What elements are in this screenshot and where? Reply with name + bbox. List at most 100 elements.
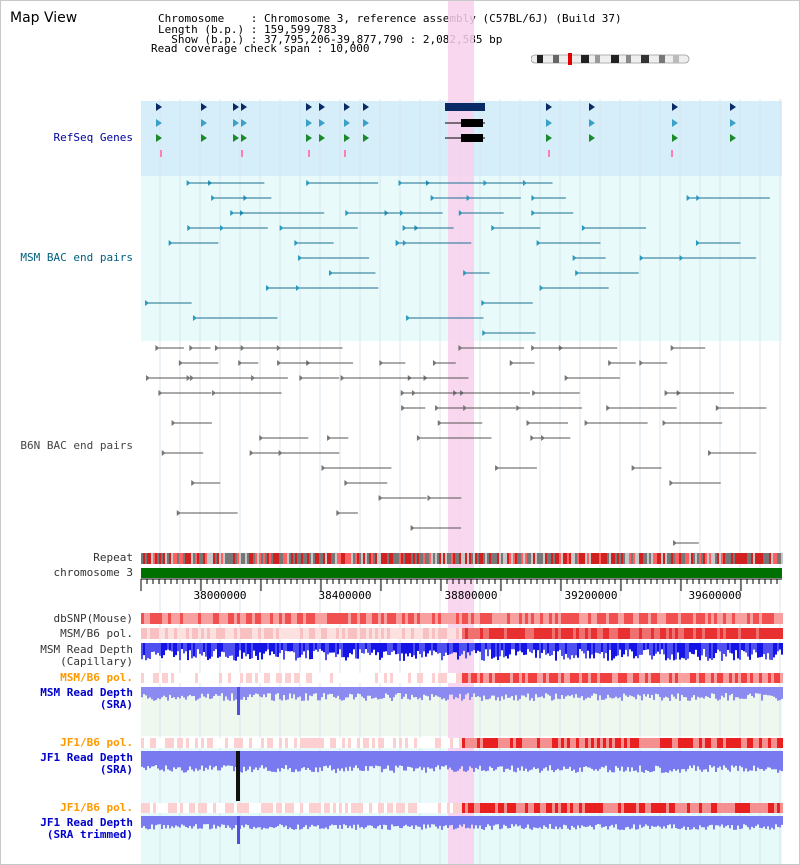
- depth-bar: [277, 816, 279, 826]
- repeat-element: [623, 553, 625, 564]
- depth-bar: [457, 643, 459, 660]
- pol-bin: [381, 803, 384, 813]
- pol-bin: [498, 803, 501, 813]
- depth-bar: [241, 816, 243, 826]
- dbsnp-bin: [651, 613, 654, 624]
- repeat-element: [605, 553, 607, 564]
- depth-bar: [405, 816, 407, 825]
- pol-bin: [351, 803, 354, 813]
- dbsnp-bin: [708, 613, 711, 624]
- depth-bar: [401, 643, 403, 654]
- depth-bar: [563, 816, 565, 825]
- depth-bar: [271, 751, 273, 772]
- track-label-refseq-genes[interactable]: RefSeq Genes: [53, 131, 133, 144]
- track-label-repeat: Repeat: [93, 551, 133, 564]
- depth-bar: [431, 687, 433, 695]
- gene-arrow: [319, 103, 325, 111]
- dbsnp-bin: [366, 613, 369, 624]
- depth-bar: [293, 643, 295, 653]
- depth-bar: [317, 643, 319, 652]
- pol-bin: [729, 738, 732, 748]
- pol-bin: [525, 628, 528, 639]
- pol-bin: [675, 803, 678, 813]
- pol-bin: [147, 803, 150, 813]
- depth-bar: [741, 687, 743, 699]
- pol-bin: [414, 673, 417, 683]
- pol-bin: [615, 673, 618, 683]
- repeat-element: [555, 553, 557, 564]
- pol-bin: [681, 738, 684, 748]
- pol-bin: [597, 673, 600, 683]
- depth-bar: [551, 643, 553, 656]
- depth-bar: [407, 751, 409, 767]
- track-label-msm-bac-end-pairs[interactable]: MSM BAC end pairs: [20, 251, 133, 264]
- depth-bar: [151, 687, 153, 700]
- repeat-element: [571, 553, 573, 564]
- depth-bar: [383, 687, 385, 698]
- repeat-element: [399, 553, 401, 564]
- depth-bar: [201, 816, 203, 829]
- repeat-element: [495, 553, 497, 564]
- pol-bin: [708, 803, 711, 813]
- track-label-b6n-bac-end-pairs[interactable]: B6N BAC end pairs: [20, 439, 133, 452]
- pol-bin: [780, 628, 783, 639]
- depth-bar: [515, 643, 517, 656]
- pol-bin: [699, 628, 702, 639]
- depth-bar: [473, 751, 475, 772]
- pol-bin: [267, 803, 270, 813]
- depth-bar: [481, 643, 483, 661]
- depth-bar: [191, 751, 193, 770]
- dbsnp-bin: [762, 613, 765, 624]
- pol-bin: [654, 803, 657, 813]
- pol-bin: [642, 738, 645, 748]
- pol-bin: [240, 738, 243, 748]
- pol-bin: [735, 803, 738, 813]
- dbsnp-bin: [537, 613, 540, 624]
- chromosome-ideogram[interactable]: [531, 53, 691, 65]
- pol-bin: [381, 738, 384, 748]
- depth-bar: [653, 816, 655, 827]
- depth-bar: [617, 751, 619, 768]
- depth-bar: [755, 643, 757, 653]
- repeat-element: [447, 553, 449, 564]
- repeat-element: [723, 553, 725, 564]
- pol-bin: [591, 738, 594, 748]
- depth-bar: [585, 643, 587, 659]
- pol-bin: [759, 628, 762, 639]
- depth-bar: [381, 816, 383, 830]
- bac-end: [639, 255, 644, 261]
- depth-bar: [721, 687, 723, 696]
- pol-bin: [171, 803, 174, 813]
- depth-bar: [633, 643, 635, 659]
- pol-bin: [585, 803, 588, 813]
- pol-bin: [564, 673, 567, 683]
- depth-bar: [409, 751, 411, 768]
- pol-bin: [744, 673, 747, 683]
- repeat-element: [391, 553, 393, 564]
- dbsnp-bin: [471, 613, 474, 624]
- pol-bin: [438, 673, 441, 683]
- depth-bar: [323, 751, 325, 767]
- dbsnp-bin: [198, 613, 201, 624]
- depth-bar: [665, 751, 667, 773]
- bac-end: [379, 360, 384, 366]
- repeat-element: [711, 553, 713, 564]
- pol-bin: [573, 628, 576, 639]
- pol-bin: [354, 673, 357, 683]
- pol-bin: [183, 628, 186, 639]
- pol-bin: [339, 628, 342, 639]
- depth-bar: [439, 687, 441, 698]
- repeat-element: [423, 553, 425, 564]
- repeat-element: [175, 553, 177, 564]
- depth-bar: [609, 816, 611, 827]
- bac-end: [522, 180, 527, 186]
- depth-bar: [463, 751, 465, 772]
- depth-bar: [543, 687, 545, 699]
- pol-bin: [702, 673, 705, 683]
- depth-bar: [177, 687, 179, 697]
- dbsnp-bin: [336, 613, 339, 624]
- pol-bin: [582, 803, 585, 813]
- depth-bar: [221, 751, 223, 768]
- repeat-element: [281, 553, 283, 564]
